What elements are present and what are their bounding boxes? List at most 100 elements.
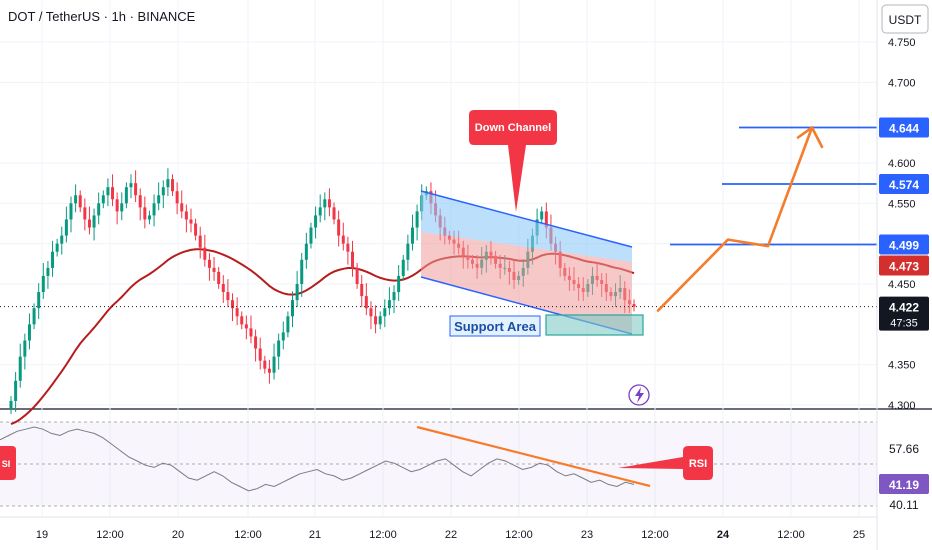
rsi-callout — [618, 446, 713, 480]
down-channel-callout — [469, 110, 557, 212]
time-tick-label: 21 — [309, 529, 321, 541]
candle-body — [152, 203, 156, 216]
candle-body — [64, 219, 68, 236]
level-tag: 4.644 — [889, 122, 919, 136]
rsi-value-tag: 41.19 — [889, 478, 919, 492]
candle-body — [111, 187, 115, 200]
candle-body — [406, 243, 410, 260]
level-tag: 4.499 — [889, 238, 919, 252]
candle-body — [175, 191, 179, 204]
candle-body — [27, 324, 31, 341]
candle-body — [231, 300, 235, 309]
candle-body — [166, 179, 170, 188]
candle-body — [286, 316, 290, 333]
time-tick-label: 12:00 — [369, 529, 397, 541]
candle-body — [106, 187, 110, 196]
price-tick-label: 4.300 — [888, 400, 916, 412]
channel-upper-fill — [421, 191, 632, 262]
candle-body — [134, 183, 138, 196]
candle-body — [189, 219, 193, 224]
candle-body — [37, 292, 41, 309]
candle-body — [369, 308, 373, 317]
rsi-tick-label: 57.66 — [889, 442, 919, 456]
candle-body — [304, 243, 308, 260]
support-area-label-box — [449, 315, 541, 337]
down-channel-label: Down Channel — [475, 122, 551, 134]
candle-body — [415, 211, 419, 228]
channel-upper-line — [420, 190, 633, 248]
candle-body — [314, 215, 318, 228]
candle-body — [318, 207, 322, 216]
candle-body — [221, 284, 225, 293]
candle-body — [263, 360, 267, 369]
candle-body — [69, 203, 73, 220]
time-tick-label: 20 — [172, 529, 184, 541]
candle-body — [374, 316, 378, 325]
price-tick-label: 4.700 — [888, 77, 916, 89]
candle-body — [387, 300, 391, 309]
candle-body — [161, 187, 165, 196]
candle-body — [240, 316, 244, 325]
candle-body — [244, 324, 248, 329]
time-tick-label: 12:00 — [505, 529, 533, 541]
last-price-tag-bg — [879, 296, 929, 331]
rsi-pane[interactable] — [0, 410, 877, 516]
rsi-callout-label: RSI — [689, 458, 707, 470]
candle-body — [281, 332, 285, 341]
time-tick-label: 12:00 — [234, 529, 262, 541]
rsi-bands — [0, 421, 877, 507]
candle-body — [291, 300, 295, 317]
candle-body — [337, 219, 341, 236]
candle-body — [143, 207, 147, 220]
candle-body — [544, 211, 548, 228]
ma-tag-bg — [879, 255, 929, 276]
candle-body — [346, 243, 350, 252]
level-tag-bg — [879, 173, 929, 194]
rsi-line — [0, 426, 635, 492]
candle-body — [124, 187, 128, 204]
candle-body — [194, 223, 198, 236]
candle-body — [60, 235, 64, 244]
candle-body — [272, 356, 276, 373]
ma-tag: 4.473 — [889, 259, 919, 273]
rsi-tick-label: 40.11 — [889, 498, 918, 512]
candle-body — [46, 267, 50, 276]
time-tick-label: 23 — [581, 529, 593, 541]
candle-body — [360, 284, 364, 297]
candle-body — [277, 340, 281, 357]
candle-body — [540, 211, 544, 220]
candle-body — [115, 199, 119, 212]
countdown-tag: 47:35 — [890, 318, 918, 330]
price-tick-label: 4.600 — [888, 158, 916, 170]
rsi-divergence-line — [416, 425, 651, 488]
projection-arrow-head — [796, 126, 814, 139]
rsi-callout-left — [0, 446, 16, 480]
candle-body — [383, 308, 387, 317]
price-tick-label: 4.450 — [888, 279, 916, 291]
currency-button[interactable]: USDT — [881, 4, 929, 34]
candle-body — [300, 259, 304, 284]
projection-arrow — [656, 126, 824, 312]
candle-body — [397, 275, 401, 293]
level-tag-bg — [879, 117, 929, 138]
candle-body — [87, 219, 91, 228]
price-tick-label: 4.350 — [888, 360, 916, 372]
candle-body — [78, 195, 82, 208]
lightning-icon[interactable] — [628, 384, 650, 406]
time-tick-label: 19 — [36, 529, 48, 541]
candle-body — [41, 275, 45, 293]
candle-body — [350, 251, 354, 268]
level-tag-bg — [879, 234, 929, 255]
candle-body — [129, 183, 133, 188]
candle-body — [180, 203, 184, 212]
candle-body — [55, 243, 59, 252]
time-tick-label: 12:00 — [96, 529, 124, 541]
candle-body — [235, 308, 239, 317]
candle-body — [341, 235, 345, 244]
symbol-title: DOT / TetherUS · 1h · BINANCE — [8, 9, 196, 24]
candle-body — [9, 400, 13, 410]
candle-body — [18, 356, 22, 381]
